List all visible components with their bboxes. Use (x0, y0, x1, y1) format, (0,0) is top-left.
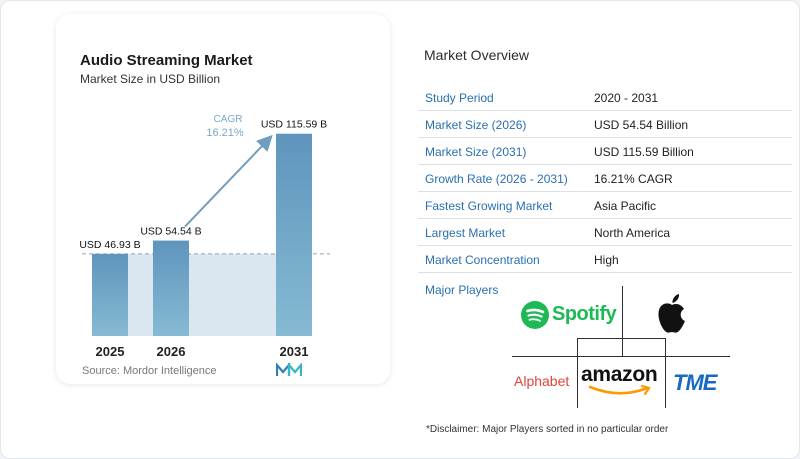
grid-line (512, 356, 730, 357)
cagr-arrow (184, 134, 273, 228)
major-players-label: Major Players (425, 283, 499, 297)
alphabet-logo: Alphabet (514, 373, 570, 389)
tme-logo: TME (673, 370, 717, 396)
amazon-wordmark: amazon (581, 363, 658, 386)
chart-title: Audio Streaming Market (80, 52, 253, 69)
source-note: Source: Mordor Intelligence (82, 365, 217, 377)
grid-line (577, 338, 666, 339)
spotify-logo: Spotify (520, 300, 620, 330)
bar-2025 (92, 253, 128, 336)
spotify-wordmark: Spotify (552, 303, 617, 325)
overview-row: Largest Market North America (418, 219, 792, 246)
bar-chart: USD 46.93 B 2025 USD 54.54 B 2026 USD 115.59… (79, 114, 330, 359)
overview-table: Study Period 2020 - 2031 Market Size (202… (418, 84, 792, 273)
tme-wordmark: TME (673, 370, 717, 395)
cagr-label: CAGR (214, 114, 243, 125)
overview-row: Market Size (2031) USD 115.59 Billion (418, 138, 792, 165)
x-tick-label: 2031 (280, 344, 309, 359)
overview-row: Fastest Growing Market Asia Pacific (418, 192, 792, 219)
row-value: Asia Pacific (594, 199, 657, 213)
row-label: Market Size (2026) (425, 118, 527, 132)
row-label: Growth Rate (2026 - 2031) (425, 172, 568, 186)
data-label: USD 54.54 B (140, 226, 201, 238)
data-label: USD 115.59 B (261, 119, 327, 131)
overview-row: Market Size (2026) USD 54.54 Billion (418, 111, 792, 138)
row-value: USD 54.54 Billion (594, 118, 689, 132)
row-label: Market Size (2031) (425, 145, 527, 159)
data-label: USD 46.93 B (79, 239, 140, 251)
row-value: USD 115.59 Billion (594, 145, 694, 159)
spotify-icon (521, 301, 549, 329)
amazon-logo: amazon (581, 363, 663, 399)
row-value: 2020 - 2031 (594, 91, 659, 105)
grid-line (665, 338, 666, 408)
bar-2031 (276, 133, 312, 336)
bar-2026 (153, 240, 189, 336)
mordor-logo-icon (276, 363, 302, 376)
grid-line (577, 338, 578, 408)
x-tick-label: 2025 (96, 344, 125, 359)
chart-card: USD 46.93 B 2025 USD 54.54 B 2026 USD 115.59… (56, 14, 390, 384)
chart-subtitle: Market Size in USD Billion (80, 72, 221, 86)
x-tick-label: 2026 (157, 344, 186, 359)
row-label: Largest Market (425, 226, 506, 240)
row-value: High (594, 253, 619, 267)
row-label: Market Concentration (425, 253, 540, 267)
overview-title: Market Overview (424, 47, 530, 63)
apple-logo-icon (658, 294, 685, 333)
row-label: Study Period (425, 91, 494, 105)
row-value: North America (594, 226, 671, 240)
cagr-value: 16.21% (206, 127, 244, 139)
overview-row: Study Period 2020 - 2031 (418, 84, 792, 111)
disclaimer: *Disclaimer: Major Players sorted in no … (426, 424, 669, 435)
overview-row: Market Concentration High (418, 246, 792, 273)
row-value: 16.21% CAGR (594, 172, 673, 186)
row-label: Fastest Growing Market (425, 199, 553, 213)
grid-line (622, 286, 623, 356)
amazon-smile-icon (588, 385, 651, 396)
overview-row: Growth Rate (2026 - 2031) 16.21% CAGR (418, 165, 792, 192)
